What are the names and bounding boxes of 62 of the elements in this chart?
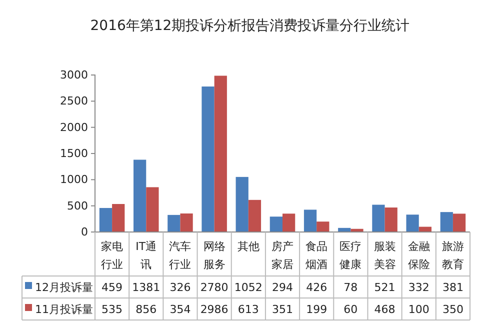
data-label: 426 xyxy=(306,281,328,294)
legend-label: 12月投诉量 xyxy=(35,281,93,294)
bar xyxy=(440,212,453,232)
x-tick-label: 网络服务 xyxy=(203,240,226,271)
x-tick-label: 其他 xyxy=(237,240,260,253)
data-label: 100 xyxy=(408,303,430,316)
data-label: 1052 xyxy=(234,281,262,294)
data-label: 1381 xyxy=(132,281,160,294)
y-tick-label: 0 xyxy=(81,226,88,239)
bar xyxy=(112,204,125,232)
bar xyxy=(384,208,398,232)
data-label: 350 xyxy=(442,303,464,316)
x-tick-label: 食品烟酒 xyxy=(306,240,328,271)
bar xyxy=(134,160,146,232)
data-label: 613 xyxy=(238,303,259,316)
x-tick-label: 医疗健康 xyxy=(340,240,362,271)
data-label: 60 xyxy=(344,303,358,316)
bar xyxy=(282,214,296,232)
bar xyxy=(202,86,214,232)
y-tick-label: 1500 xyxy=(60,147,88,160)
data-label: 459 xyxy=(102,281,123,294)
data-label: 856 xyxy=(136,303,157,316)
x-tick-label: 房产家居 xyxy=(272,240,294,271)
x-tick-label: 家电行业 xyxy=(101,240,124,271)
bar xyxy=(406,214,419,232)
data-label: 535 xyxy=(102,303,123,316)
data-label: 199 xyxy=(306,303,328,316)
chart-title: 2016年第12期投诉分析报告消费投诉量分行业统计 xyxy=(90,18,410,34)
bar xyxy=(248,200,262,232)
bar xyxy=(304,210,317,232)
data-label: 78 xyxy=(344,281,358,294)
bar xyxy=(99,208,112,232)
x-tick-label: 汽车行业 xyxy=(169,240,192,271)
x-tick-label: 金融保险 xyxy=(408,240,430,271)
y-tick-label: 2000 xyxy=(60,120,88,134)
bar xyxy=(180,213,193,232)
bar xyxy=(236,176,248,232)
data-label: 326 xyxy=(170,281,191,294)
bar xyxy=(452,214,466,232)
data-label: 521 xyxy=(374,281,396,294)
data-label: 354 xyxy=(170,303,191,316)
data-label: 332 xyxy=(408,281,430,294)
y-tick-label: 3000 xyxy=(60,68,88,82)
bar xyxy=(270,216,282,232)
bar xyxy=(214,76,227,232)
bar xyxy=(372,204,385,232)
data-label: 294 xyxy=(272,281,293,294)
data-label: 2780 xyxy=(200,281,228,294)
legend-label: 11月投诉量 xyxy=(35,303,93,316)
bar xyxy=(316,222,330,232)
data-label: 381 xyxy=(442,281,464,294)
data-label: 351 xyxy=(272,303,293,316)
y-tick-label: 500 xyxy=(67,199,88,212)
y-tick-label: 1000 xyxy=(60,173,88,186)
data-label: 468 xyxy=(374,303,396,316)
x-tick-label: 旅游教育 xyxy=(442,240,464,271)
y-tick-label: 2500 xyxy=(60,94,88,108)
bar xyxy=(146,187,159,232)
data-label: 2986 xyxy=(200,303,228,316)
x-tick-label: 服装美容 xyxy=(374,240,396,271)
x-tick-label: IT通讯 xyxy=(136,240,157,271)
bar xyxy=(168,214,180,232)
